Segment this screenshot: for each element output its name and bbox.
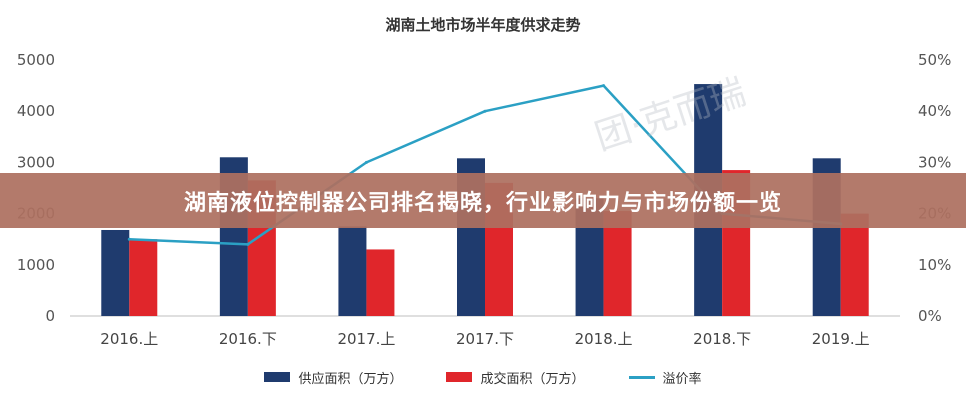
deal-bar	[129, 239, 158, 316]
watermark: 团·克而瑞	[590, 72, 751, 159]
y2-tick-label: 50%	[918, 51, 951, 69]
y-tick-label: 1000	[17, 256, 55, 274]
legend-swatch-supply	[264, 372, 291, 382]
deal-bar	[366, 249, 395, 316]
premium-point	[246, 242, 250, 246]
x-axis: 2016.上 2016.下 2017.上 2017.下 2018.上 2018.下 2019…	[100, 330, 869, 348]
premium-point	[602, 84, 606, 88]
x-tick-label: 2019.上	[812, 330, 870, 348]
deal-bar	[603, 211, 632, 316]
legend-label-deal: 成交面积（万方）	[480, 371, 585, 387]
legend-swatch-deal	[446, 372, 473, 382]
deal-bar	[840, 213, 869, 316]
banner-text: 湖南液位控制器公司排名揭晓，行业影响力与市场份额一览	[183, 190, 782, 216]
legend-swatch-premium	[628, 375, 655, 379]
y-tick-label: 0	[45, 307, 55, 325]
x-tick-label: 2018.下	[693, 330, 751, 348]
legend: 供应面积（万方） 成交面积（万方） 溢价率	[0, 366, 966, 388]
y2-tick-label: 0%	[918, 307, 942, 325]
y2-tick-label: 40%	[918, 102, 951, 120]
x-tick-label: 2016.上	[100, 330, 158, 348]
x-tick-label: 2017.上	[337, 330, 395, 348]
premium-point	[127, 237, 131, 241]
y2-tick-label: 30%	[918, 153, 951, 171]
y-tick-label: 5000	[17, 51, 55, 69]
premium-point	[483, 109, 487, 113]
y-tick-label: 4000	[17, 102, 55, 120]
title-banner: 湖南液位控制器公司排名揭晓，行业影响力与市场份额一览	[0, 173, 966, 228]
legend-item-premium: 溢价率	[628, 368, 702, 387]
legend-item-deal: 成交面积（万方）	[446, 368, 585, 387]
y2-tick-label: 10%	[918, 256, 951, 274]
legend-label-supply: 供应面积（万方）	[298, 371, 403, 387]
legend-item-supply: 供应面积（万方）	[264, 368, 402, 387]
x-tick-label: 2018.上	[575, 330, 633, 348]
x-tick-label: 2016.下	[219, 330, 277, 348]
supply-bar	[338, 226, 367, 316]
supply-bar	[101, 229, 130, 316]
x-tick-label: 2017.下	[456, 330, 514, 348]
legend-label-premium: 溢价率	[662, 371, 702, 387]
y-tick-label: 3000	[17, 153, 55, 171]
premium-point	[364, 160, 368, 164]
chart-title: 湖南土地市场半年度供求走势	[385, 16, 580, 34]
